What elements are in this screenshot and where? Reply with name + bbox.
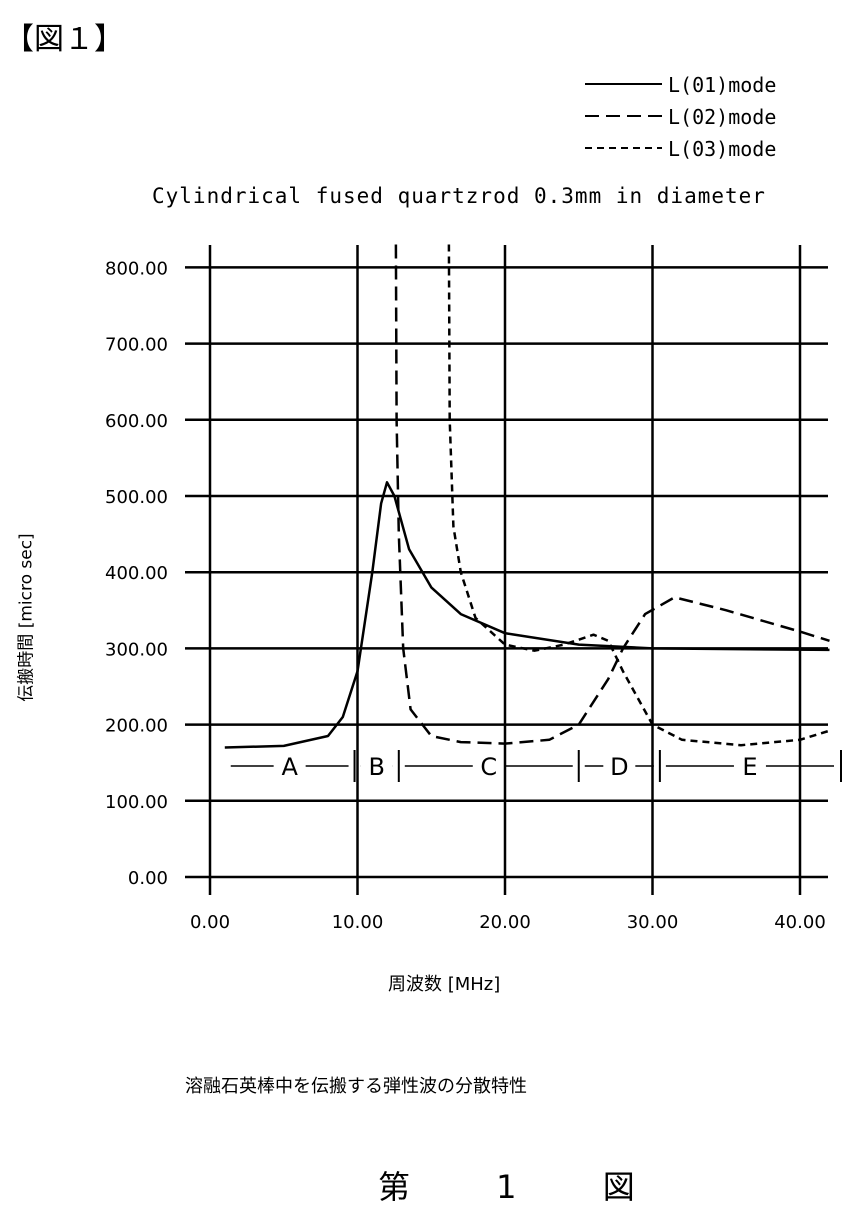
region-label: A bbox=[281, 753, 298, 781]
x-tick-label: 40.00 bbox=[774, 912, 826, 933]
y-tick-label: 100.00 bbox=[105, 792, 168, 813]
region-label: B bbox=[368, 753, 384, 781]
x-tick-label: 0.00 bbox=[190, 912, 230, 933]
figure: 【図１】 Cylindrical fused quartzrod 0.3mm i… bbox=[0, 0, 846, 1216]
legend-label: L(01)mode bbox=[668, 73, 776, 97]
series-line-0 bbox=[225, 482, 830, 747]
legend-label: L(02)mode bbox=[668, 105, 776, 129]
y-tick-label: 800.00 bbox=[105, 258, 168, 279]
series-line-1 bbox=[396, 245, 830, 744]
y-tick-label: 200.00 bbox=[105, 716, 168, 737]
chart: 0.00 100.00 200.00 300.00 400.00 500.00 600.00… bbox=[0, 0, 846, 1216]
region-label: E bbox=[742, 753, 757, 781]
y-tick-label: 400.00 bbox=[105, 563, 168, 584]
x-tick-label: 20.00 bbox=[479, 912, 531, 933]
region-label: D bbox=[610, 753, 628, 781]
y-tick-label: 0.00 bbox=[128, 868, 168, 889]
y-tick-label: 600.00 bbox=[105, 411, 168, 432]
y-tick-label: 300.00 bbox=[105, 639, 168, 660]
x-tick-label: 30.00 bbox=[627, 912, 679, 933]
y-tick-label: 700.00 bbox=[105, 335, 168, 356]
region-label: C bbox=[480, 753, 497, 781]
y-tick-label: 500.00 bbox=[105, 487, 168, 508]
x-tick-label: 10.00 bbox=[332, 912, 384, 933]
legend-label: L(03)mode bbox=[668, 137, 776, 161]
